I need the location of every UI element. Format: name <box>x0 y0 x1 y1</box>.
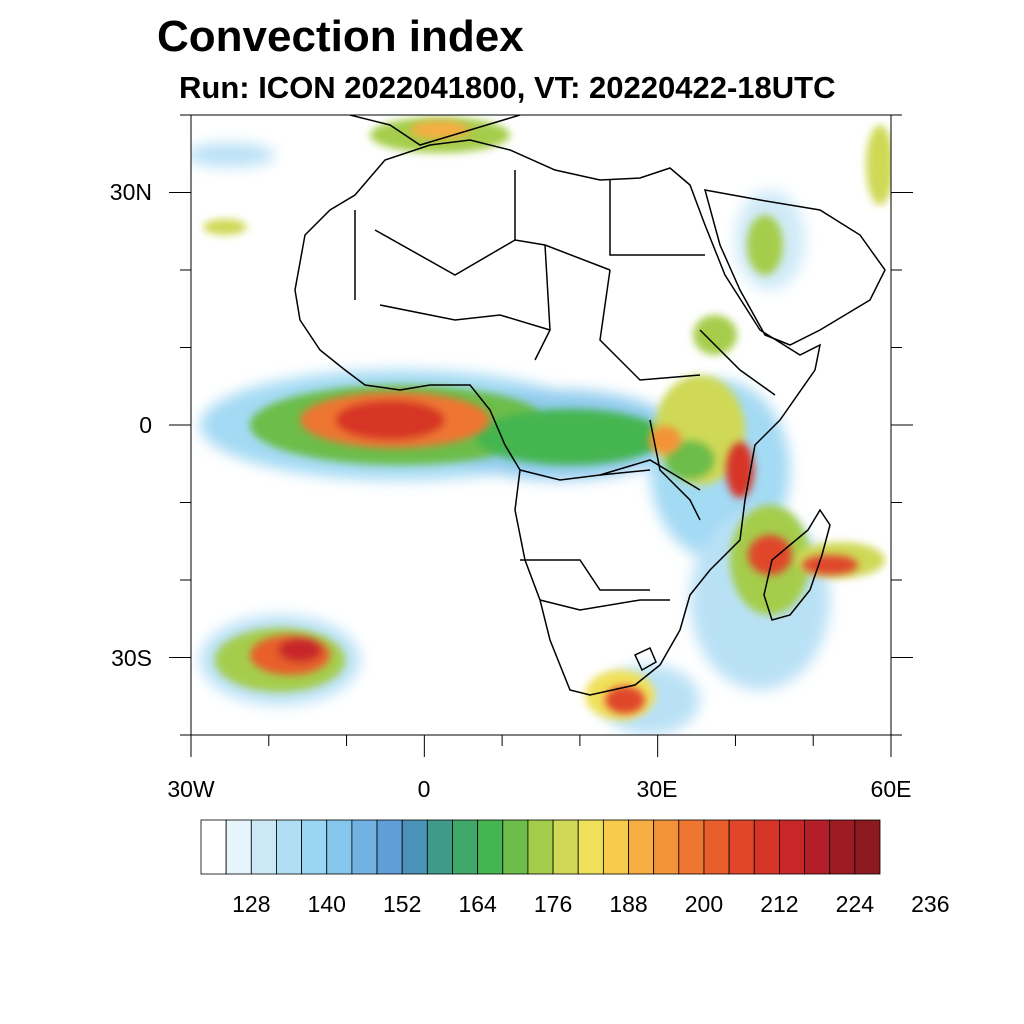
africa-coastline <box>294 139 822 696</box>
colorbar-label: 152 <box>383 891 421 917</box>
border-angola <box>520 559 650 591</box>
y-tick-label-30s: 30S <box>111 645 152 671</box>
border-chad <box>534 244 551 361</box>
colorbar-swatch <box>477 819 504 875</box>
border-east-lakes <box>649 419 701 521</box>
colorbar-swatch <box>678 819 705 875</box>
colorbar <box>200 819 881 875</box>
x-axis-labels: 30W 0 30E 60E <box>167 776 911 802</box>
chart-subtitle: Run: ICON 2022041800, VT: 20220422-18UTC <box>179 70 836 105</box>
field-core-mediterranean <box>410 121 470 139</box>
colorbar-swatch <box>854 819 881 875</box>
chart-title: Convection index <box>157 12 524 61</box>
y-tick-label-30n: 30N <box>110 179 152 205</box>
colorbar-swatch <box>301 819 328 875</box>
x-tick-label-30w: 30W <box>167 776 215 802</box>
border-southern <box>539 599 670 611</box>
colorbar-swatch <box>426 819 453 875</box>
colorbar-swatch <box>326 819 353 875</box>
colorbar-label: 176 <box>534 891 572 917</box>
colorbar-swatch <box>502 819 529 875</box>
border-egypt-sudan <box>609 180 705 256</box>
field-core-mozambique <box>748 535 792 575</box>
colorbar-swatch <box>376 819 403 875</box>
field-core-madagascar-east <box>802 555 858 575</box>
border-horn <box>699 329 776 396</box>
colorbar-label: 212 <box>760 891 798 917</box>
colorbar-swatch <box>200 819 227 875</box>
x-tick-label-60e: 60E <box>871 776 912 802</box>
border-libya-egypt <box>514 170 611 271</box>
colorbar-swatch <box>628 819 655 875</box>
colorbar-label: 200 <box>685 891 723 917</box>
colorbar-swatch <box>804 819 831 875</box>
colorbar-swatch <box>276 819 302 875</box>
mediterranean-south-europe <box>349 115 521 146</box>
colorbar-swatch <box>753 819 780 875</box>
madagascar-outline <box>763 508 831 621</box>
field-mid-congo <box>475 409 665 465</box>
colorbar-swatch <box>452 819 479 875</box>
field-mid-iran <box>866 125 891 205</box>
border-sudan-south <box>599 269 701 381</box>
colorbar-swatch <box>779 819 805 875</box>
colorbar-swatch <box>728 819 755 875</box>
colorbar-swatch <box>703 819 730 875</box>
colorbar-swatch <box>602 819 629 875</box>
arabia-outline <box>703 189 886 346</box>
field-core-east-coast <box>726 442 754 498</box>
y-axis-labels: 30N 0 30S <box>110 179 152 671</box>
field-core-south-coast <box>605 686 645 714</box>
colorbar-swatch <box>351 819 378 875</box>
colorbar-label: 128 <box>232 891 270 917</box>
y-tick-label-0: 0 <box>139 412 152 438</box>
colorbar-swatch <box>829 819 856 875</box>
colorbar-label: 164 <box>458 891 497 917</box>
border-mali-algeria <box>374 229 516 276</box>
lesotho-outline <box>634 646 657 672</box>
field-mid-ethiopia <box>693 315 737 355</box>
country-borders <box>294 115 886 696</box>
colorbar-swatch <box>225 819 252 875</box>
colorbar-labels: 128 140 152 164 176 188 200 212 224 236 <box>232 891 949 917</box>
field-core-swirl-hot <box>278 638 322 662</box>
colorbar-label: 188 <box>609 891 647 917</box>
border-sahel <box>379 304 551 331</box>
border-drc-east <box>599 459 701 491</box>
colorbar-swatch <box>577 819 604 875</box>
colorbar-swatch <box>527 819 554 875</box>
colorbar-label: 224 <box>836 891 875 917</box>
x-tick-label-0: 0 <box>418 776 431 802</box>
field-core-lake-victoria <box>649 426 681 454</box>
colorbar-swatch <box>653 819 680 875</box>
field-core-west-equator-hot <box>335 400 445 440</box>
colorbar-swatch <box>250 819 277 875</box>
colorbar-swatch <box>552 819 579 875</box>
colorbar-label: 140 <box>308 891 346 917</box>
axis-ticks <box>169 114 913 757</box>
convection-field <box>191 117 891 735</box>
field-mid-east-lakes <box>665 440 715 480</box>
colorbar-swatch <box>401 819 428 875</box>
colorbar-label: 236 <box>911 891 949 917</box>
field-halo-atlantic-nw <box>191 143 275 167</box>
field-mid-atlantic-nw <box>203 219 247 235</box>
field-mid-arabia <box>747 215 783 275</box>
border-congo <box>519 469 651 481</box>
x-tick-label-30e: 30E <box>637 776 678 802</box>
